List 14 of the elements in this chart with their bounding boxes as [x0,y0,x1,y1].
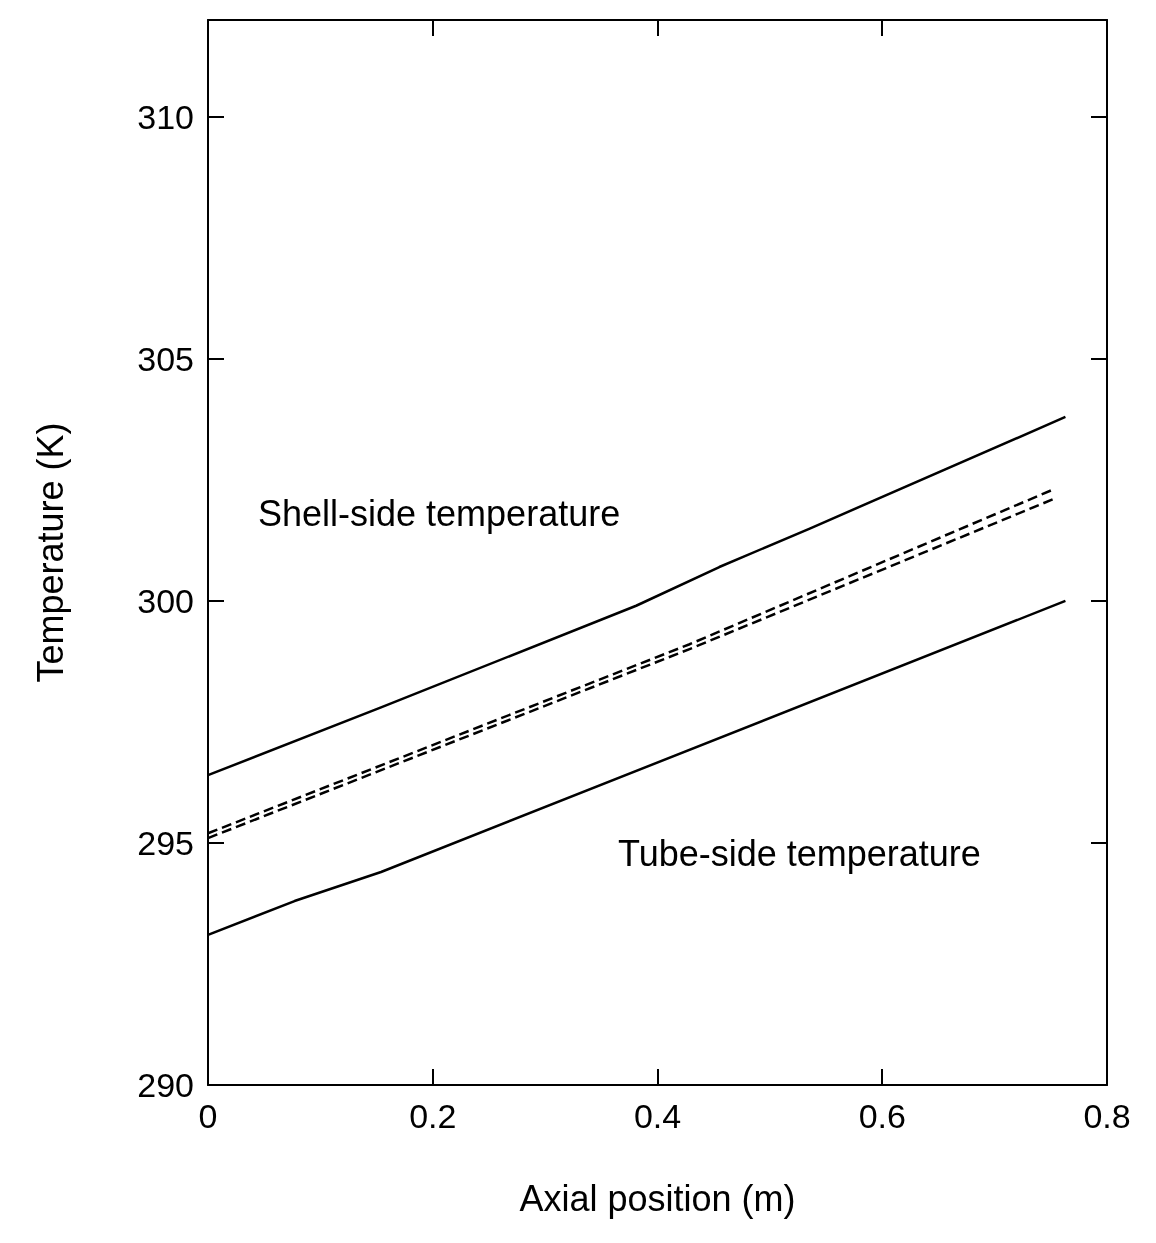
y-tick-label: 300 [137,581,194,620]
y-axis-title: Temperature (K) [29,422,71,683]
annotation: Tube-side temperature [618,832,981,874]
y-tick-label: 295 [137,823,194,862]
x-tick-label: 0.4 [633,1097,682,1135]
y-tick-label: 310 [137,97,194,136]
x-tick-label: 0.2 [409,1097,457,1135]
y-tick-label: 290 [137,1066,194,1104]
x-axis-title: Axial position (m) [519,1177,796,1219]
annotation: Shell-side temperature [258,492,621,534]
x-tick-label: 0 [198,1097,218,1135]
x-tick-label: 0.6 [858,1097,906,1135]
x-tick-label: 0.8 [1083,1097,1131,1135]
y-tick-label: 305 [137,339,194,378]
